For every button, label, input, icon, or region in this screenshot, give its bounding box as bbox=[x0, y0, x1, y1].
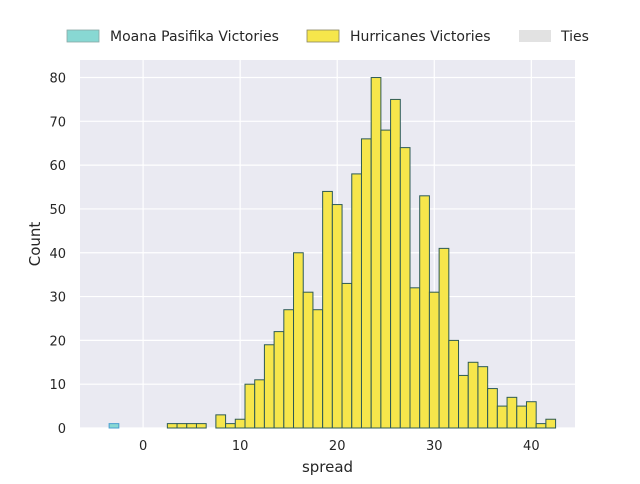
legend: Moana Pasifika Victories Hurricanes Vict… bbox=[66, 29, 589, 45]
bar-series-1 bbox=[273, 331, 285, 429]
x-tick-labels: 0 10 20 30 40 bbox=[139, 439, 540, 454]
bar-series-1 bbox=[419, 195, 430, 429]
bar-series-1 bbox=[225, 423, 236, 429]
bar-series-1 bbox=[458, 374, 469, 429]
bar-series-1 bbox=[293, 252, 304, 429]
bar-series-1 bbox=[254, 379, 265, 429]
bar-series-1 bbox=[496, 405, 508, 429]
y-tick-label: 80 bbox=[49, 72, 66, 87]
bar-series-1 bbox=[195, 423, 207, 429]
y-axis-label: Count bbox=[26, 222, 44, 267]
y-tick-label: 0 bbox=[58, 422, 66, 437]
bar-series-1 bbox=[535, 423, 547, 429]
legend-swatch-hurricanes bbox=[306, 29, 340, 43]
bar-series-1 bbox=[380, 129, 392, 429]
y-tick-label: 50 bbox=[49, 203, 66, 218]
legend-swatch-moana bbox=[66, 29, 100, 43]
legend-label-moana: Moana Pasifika Victories bbox=[110, 29, 279, 45]
bar-series-1 bbox=[215, 414, 227, 429]
x-tick-label: 0 bbox=[139, 439, 147, 454]
bar-series-1 bbox=[448, 339, 460, 429]
bar-series-1 bbox=[244, 383, 256, 429]
bar-series-1 bbox=[399, 147, 411, 429]
bar-series-1 bbox=[487, 388, 498, 429]
bar-series-1 bbox=[312, 309, 324, 429]
bar-series-1 bbox=[302, 291, 314, 429]
bar-series-1 bbox=[360, 138, 372, 429]
legend-item-hurricanes: Hurricanes Victories bbox=[306, 29, 491, 45]
x-axis-label: spread bbox=[302, 458, 353, 476]
y-tick-label: 20 bbox=[49, 334, 66, 349]
bar-series-1 bbox=[477, 366, 489, 429]
bar-series-1 bbox=[516, 405, 527, 429]
legend-label-ties: Ties bbox=[560, 29, 589, 45]
bar-series-1 bbox=[370, 77, 382, 429]
bar-series-1 bbox=[322, 190, 333, 429]
bar-series-1 bbox=[176, 423, 188, 429]
bar-series-1 bbox=[438, 247, 450, 429]
bar-series-1 bbox=[525, 401, 537, 429]
bars bbox=[108, 77, 557, 429]
y-tick-label: 30 bbox=[49, 291, 66, 306]
x-tick-label: 20 bbox=[329, 439, 346, 454]
bar-series-1 bbox=[341, 282, 353, 429]
legend-swatch-ties bbox=[519, 30, 551, 42]
legend-label-hurricanes: Hurricanes Victories bbox=[350, 29, 491, 45]
bar-series-1 bbox=[428, 291, 440, 429]
bar-series-1 bbox=[390, 98, 401, 429]
bar-series-1 bbox=[467, 361, 479, 429]
legend-item-ties: Ties bbox=[519, 29, 589, 45]
bar-series-1 bbox=[186, 423, 197, 429]
bar-series-1 bbox=[283, 309, 295, 429]
bar-series-1 bbox=[545, 418, 557, 429]
bar-series-1 bbox=[234, 418, 246, 429]
bar-series-1 bbox=[351, 173, 362, 429]
x-tick-label: 10 bbox=[232, 439, 249, 454]
bar-series-1 bbox=[506, 396, 518, 429]
y-tick-label: 40 bbox=[49, 247, 66, 262]
x-tick-label: 30 bbox=[426, 439, 443, 454]
legend-item-moana: Moana Pasifika Victories bbox=[66, 29, 279, 45]
bar-series-0 bbox=[108, 423, 120, 429]
y-tick-labels: 0 10 20 30 40 50 60 70 80 bbox=[49, 72, 66, 437]
y-tick-label: 10 bbox=[49, 378, 66, 393]
bar-series-1 bbox=[331, 204, 343, 429]
bar-series-1 bbox=[409, 287, 421, 429]
bar-series-1 bbox=[166, 423, 178, 429]
y-tick-label: 70 bbox=[49, 115, 66, 130]
y-tick-label: 60 bbox=[49, 159, 66, 174]
x-tick-label: 40 bbox=[523, 439, 540, 454]
bar-series-1 bbox=[263, 344, 275, 429]
